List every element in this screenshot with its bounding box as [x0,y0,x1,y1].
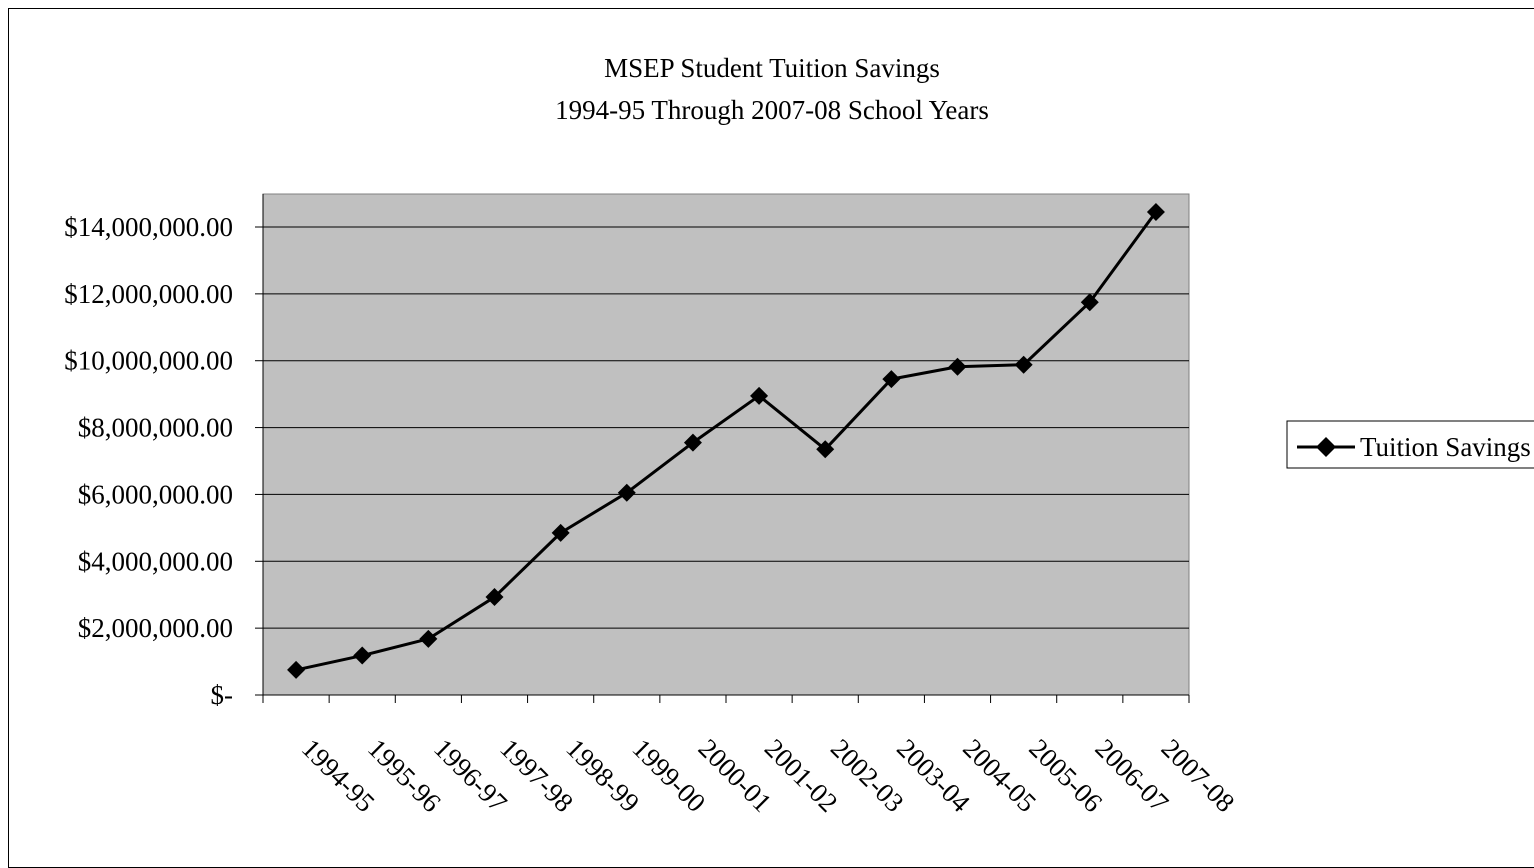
axes [255,194,1190,703]
gridlines [263,226,1189,629]
y-tick-label: $- [211,680,234,710]
x-tick-label: 1996-97 [428,733,513,818]
data-point-marker [617,483,636,502]
plot-area [262,193,1190,696]
data-point-marker [948,357,967,376]
x-tick-label: 1997-98 [494,733,579,818]
y-tick-label: $6,000,000.00 [78,479,233,509]
data-point-marker [1080,293,1099,312]
x-tick-labels: 1994-951995-961996-971997-981998-991999-… [296,733,1241,818]
y-tick-label: $12,000,000.00 [64,279,233,309]
data-point-marker [1014,355,1033,374]
x-tick-label: 1999-00 [627,733,712,818]
chart-subtitle: 1994-95 Through 2007-08 School Years [555,95,989,125]
x-tick-label: 2004-05 [957,733,1042,818]
data-point-marker [353,646,372,665]
x-tick-label: 2006-07 [1090,733,1175,818]
data-point-marker [882,370,901,389]
y-tick-label: $4,000,000.00 [78,546,233,576]
legend-marker-swatch [1316,437,1336,457]
x-tick-label: 2007-08 [1156,733,1241,818]
y-tick-labels: $- $2,000,000.00 $4,000,000.00 $6,000,000.0… [64,212,233,710]
y-tick-label: $14,000,000.00 [64,212,233,242]
data-point-marker [1146,202,1165,221]
x-tick-label: 1998-99 [560,733,645,818]
legend-label: Tuition Savings [1360,432,1531,462]
data-point-marker [551,523,570,542]
x-tick-label: 2002-03 [825,733,910,818]
y-tick-label: $8,000,000.00 [78,413,233,443]
y-tick-label: $10,000,000.00 [64,346,233,376]
x-tick-label: 1995-96 [362,733,447,818]
data-point-marker [419,629,438,648]
x-tick-label: 2005-06 [1023,733,1108,818]
x-tick-label: 2000-01 [693,733,778,818]
data-point-marker [750,386,769,405]
x-tick-label: 2001-02 [759,733,844,818]
series-line [295,211,1158,672]
data-point-marker [683,433,702,452]
x-tick-label: 1994-95 [296,733,381,818]
x-tick-label: 2003-04 [891,733,976,818]
data-point-marker [485,588,504,607]
data-point-marker [287,660,306,679]
legend: Tuition Savings [1286,420,1534,469]
data-point-marker [816,440,835,459]
y-tick-label: $2,000,000.00 [78,613,233,643]
chart-title: MSEP Student Tuition Savings [604,53,940,83]
series-tuition-savings [287,202,1165,679]
